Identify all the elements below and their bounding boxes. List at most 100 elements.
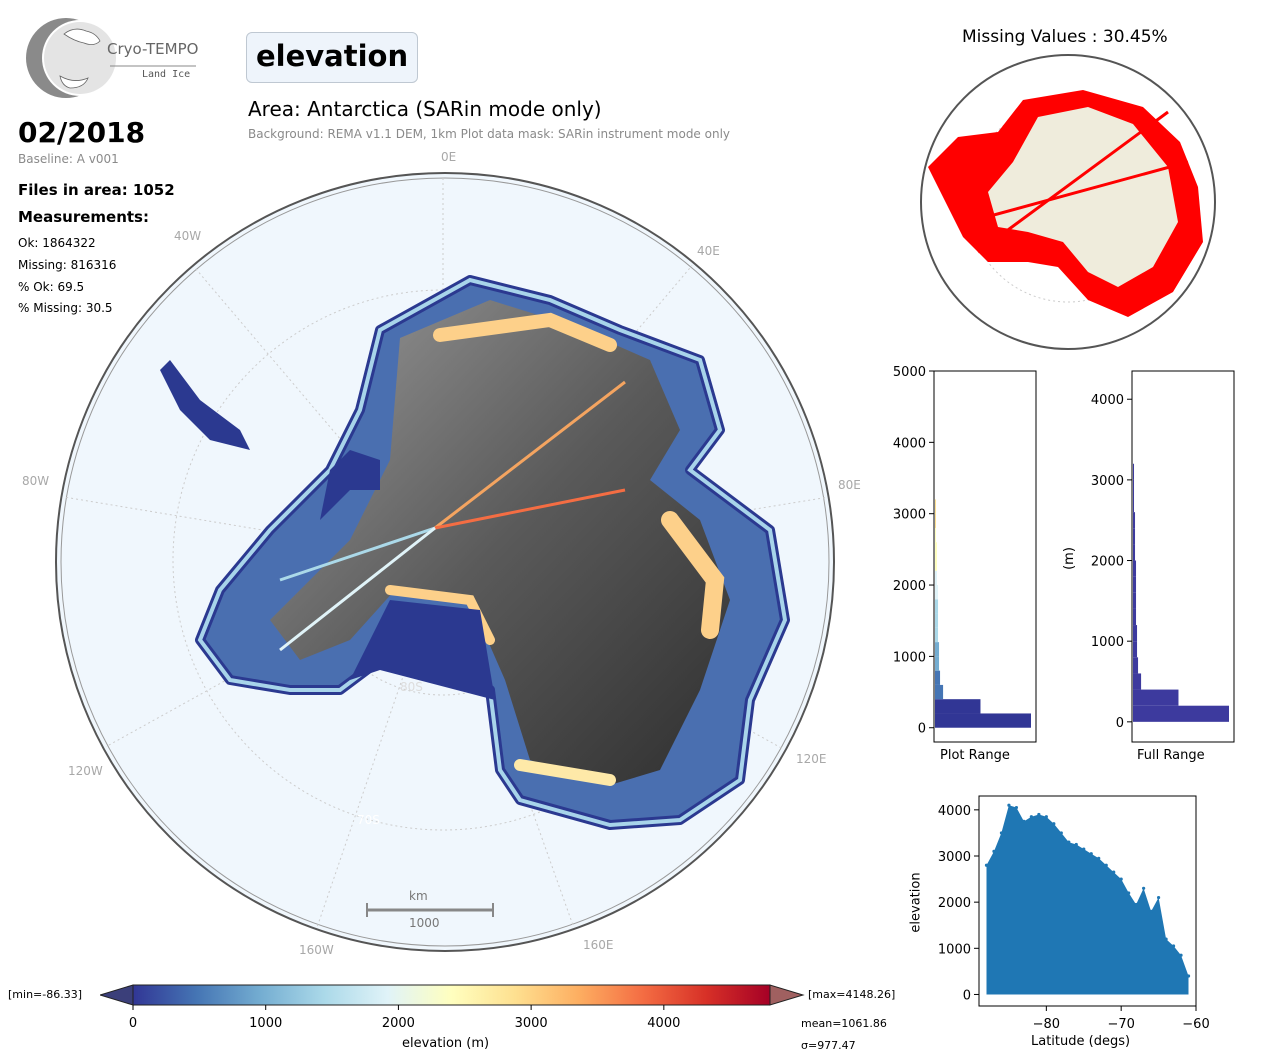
scatter-point — [1037, 812, 1041, 817]
colorbar-bar — [132, 984, 771, 1006]
measurements-heading: Measurements: — [18, 208, 149, 226]
scatter-point — [1007, 803, 1011, 807]
histogram-bar — [935, 613, 939, 628]
area-title: Area: Antarctica (SARin mode only) — [248, 97, 602, 121]
colorbar-sigma: σ=977.47 — [801, 1039, 856, 1052]
histogram-bar — [935, 656, 940, 671]
colorbar-min-label: [min=-86.33] — [8, 988, 83, 1001]
full-range-title: Full Range — [1137, 748, 1205, 763]
scatter-point — [1052, 822, 1056, 826]
lon-label-0e: 0E — [441, 150, 457, 164]
histogram-bar — [935, 642, 940, 657]
histogram-bar — [935, 627, 939, 643]
colorbar-tick-label: 0 — [129, 1016, 137, 1031]
scatter-point — [1142, 886, 1146, 890]
scatter-point — [1179, 953, 1183, 957]
scatter-xtick-label: −80 — [1033, 1017, 1060, 1032]
scatter-xtick-label: −70 — [1107, 1017, 1134, 1032]
colorbar-tick-label: 3000 — [515, 1016, 548, 1031]
scale-bar — [366, 903, 494, 917]
histogram-bar — [1133, 528, 1136, 545]
measurements-ok: Ok: 1864322 — [18, 236, 96, 250]
histogram-ytick-label: 1000 — [1091, 635, 1124, 650]
histogram-bar — [1133, 657, 1139, 674]
scatter-point — [1134, 902, 1138, 907]
scatter-point — [1112, 870, 1116, 874]
scatter-points — [986, 805, 1189, 995]
scatter-ytick-label: 4000 — [938, 804, 971, 819]
histogram-bar — [1133, 625, 1138, 642]
histogram-bar — [1133, 560, 1137, 577]
histogram-bar — [935, 542, 938, 557]
full-range-axes — [1131, 370, 1235, 743]
histogram-bar — [935, 599, 939, 614]
histogram-bar — [935, 684, 944, 700]
histogram-bar — [935, 499, 937, 514]
missing-values-map — [920, 54, 1216, 350]
scatter-ytick-label: 0 — [963, 988, 971, 1003]
scatter-point — [1164, 937, 1168, 941]
scatter-point — [1059, 831, 1063, 835]
date-label: 02/2018 — [18, 116, 146, 149]
lon-label-120w: 120W — [68, 764, 103, 778]
histogram-bar — [935, 556, 938, 571]
plot-range-histogram: 0 1000 2000 3000 4000 5000 — [893, 365, 1037, 743]
histogram-bar — [1133, 576, 1137, 593]
missing-values-title: Missing Values : 30.45% — [962, 27, 1168, 47]
histogram-bar — [935, 527, 937, 543]
lon-label-80w: 80W — [22, 474, 50, 488]
scatter-xlabel: Latitude (degs) — [1031, 1034, 1131, 1049]
cryo-tempo-logo: Cryo-TEMPO Land Ice — [18, 16, 203, 100]
scatter-point — [1104, 863, 1108, 867]
full-range-histogram: 0 1000 2000 3000 4000 — [1091, 370, 1235, 743]
files-in-area: Files in area: 1052 — [18, 181, 175, 199]
elevation-latitude-scatter: 0 1000 2000 3000 4000 −80 −70 −60 — [938, 795, 1210, 1032]
colorbar-mean: mean=1061.86 — [801, 1017, 887, 1030]
colorbar-min-extend — [100, 984, 134, 1006]
lon-label-160w: 160W — [299, 943, 334, 957]
background-note: Background: REMA v1.1 DEM, 1km Plot data… — [248, 127, 731, 141]
histogram-bar — [935, 699, 981, 714]
scatter-point — [1082, 847, 1086, 851]
lon-label-160e: 160E — [583, 938, 614, 952]
scale-bar-unit: km — [409, 889, 428, 903]
histogram-bar — [1133, 641, 1138, 658]
histogram-bar — [935, 570, 938, 586]
histogram-bar — [1133, 673, 1142, 690]
plot-range-axes — [933, 370, 1037, 743]
histogram-ytick-label: 0 — [1116, 716, 1124, 731]
lon-label-120e: 120E — [796, 752, 827, 766]
logo-globe-icon — [26, 18, 196, 98]
scatter-ytick-label: 1000 — [938, 942, 971, 957]
antarctica-elevation-layer — [160, 275, 790, 830]
scatter-point — [1119, 877, 1123, 881]
measurements-missing: Missing: 816316 — [18, 258, 117, 272]
histogram-bar — [1133, 479, 1135, 497]
land-area — [988, 107, 1178, 287]
histogram-ytick-label: 4000 — [1091, 393, 1124, 408]
scatter-point — [1022, 819, 1026, 823]
scatter-point — [1156, 895, 1161, 900]
lon-label-80e: 80E — [838, 478, 861, 492]
histogram-bar — [935, 713, 1031, 728]
colorbar: 0 1000 2000 3000 4000 — [100, 984, 805, 1031]
scatter-point — [984, 863, 989, 867]
histogram-ytick-label: 5000 — [893, 365, 926, 380]
histogram-bar — [935, 585, 939, 600]
scatter-point — [1171, 944, 1176, 948]
scatter-point — [1029, 815, 1033, 819]
colorbar-tick-label: 1000 — [249, 1016, 282, 1031]
histogram-bar — [1133, 463, 1135, 480]
scatter-ytick-label: 2000 — [938, 896, 971, 911]
scale-bar-value: 1000 — [409, 916, 440, 930]
lon-label-40w: 40W — [174, 229, 202, 243]
histogram-bar — [1133, 689, 1179, 706]
histogram-ytick-label: 2000 — [1091, 555, 1124, 570]
scatter-axes — [978, 795, 1197, 1007]
scatter-point — [1074, 842, 1078, 847]
colorbar-max-extend — [769, 984, 805, 1006]
measurements-pct-ok: % Ok: 69.5 — [18, 280, 85, 294]
histogram-bar — [935, 513, 937, 528]
histogram-ytick-label: 0 — [918, 722, 926, 737]
lon-label-40e: 40E — [697, 244, 720, 258]
